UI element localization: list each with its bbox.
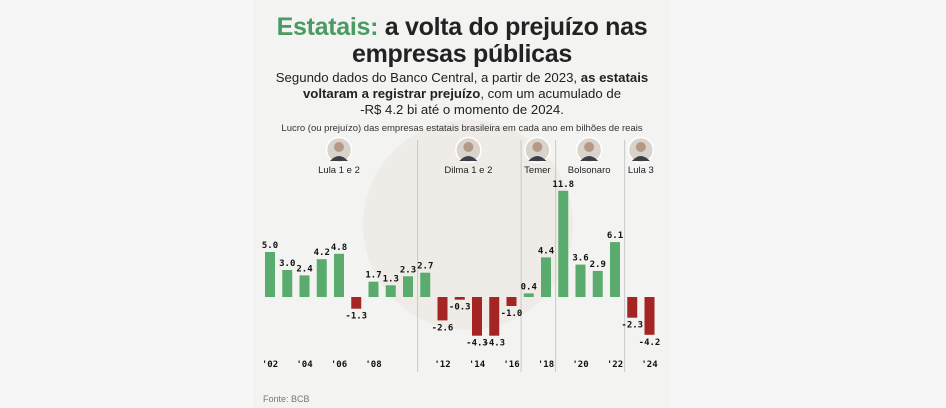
x-tick-label: '24 — [641, 360, 658, 370]
x-tick-label: '14 — [469, 360, 486, 370]
value-label-2004: 2.4 — [296, 264, 313, 274]
lula-portrait-icon-suit — [330, 156, 348, 161]
page-title: Estatais: a volta do prejuízo nas — [253, 14, 671, 41]
x-tick-label: '22 — [607, 360, 623, 370]
bar-2002 — [265, 252, 275, 297]
era-label-0: Lula 1 e 2 — [318, 165, 360, 176]
bar-2017 — [523, 293, 534, 297]
chart-caption: Lucro (ou prejuízo) das empresas estatai… — [281, 123, 643, 134]
bar-2018 — [541, 257, 551, 297]
x-tick-label: '02 — [262, 360, 278, 370]
lula-portrait-icon-face — [635, 142, 646, 152]
value-label-2024: -4.2 — [639, 338, 661, 348]
x-tick-label: '12 — [434, 360, 450, 370]
bar-2004 — [299, 275, 310, 297]
bar-2014 — [472, 297, 482, 336]
dilma-portrait-icon-suit — [459, 156, 478, 161]
value-label-2010: 2.3 — [400, 265, 416, 275]
bolsonaro-portrait-icon-suit — [580, 156, 599, 161]
bar-2010 — [403, 276, 413, 297]
bar-2007 — [351, 297, 362, 309]
bar-2011 — [420, 272, 431, 297]
bar-2005 — [316, 259, 327, 297]
bolsonaro-portrait-icon-face — [584, 142, 595, 152]
value-label-2008: 1.7 — [365, 271, 381, 281]
lula-portrait-icon-suit — [631, 156, 650, 161]
x-tick-label: '04 — [296, 360, 313, 370]
infographic-card: Estatais: a volta do prejuízo nas empres… — [253, 0, 671, 408]
x-tick-label: '18 — [538, 360, 554, 370]
value-label-2003: 3.0 — [279, 259, 295, 269]
value-label-2023: -2.3 — [621, 321, 643, 331]
era-label-2: Temer — [524, 165, 550, 176]
value-label-2019: 11.8 — [552, 180, 574, 190]
value-label-2016: -1.0 — [501, 309, 523, 319]
value-label-2009: 1.3 — [383, 274, 399, 284]
bar-2015 — [489, 297, 500, 336]
value-label-2014: -4.3 — [466, 339, 488, 349]
lula-portrait-icon-face — [334, 142, 344, 152]
value-label-2015: -4.3 — [483, 339, 505, 349]
left-margin — [0, 0, 253, 408]
value-label-2018: 4.4 — [538, 246, 555, 256]
bar-2022 — [610, 242, 620, 297]
temer-portrait-icon-suit — [528, 156, 547, 161]
title-highlight: Estatais: — [276, 13, 379, 41]
subtitle-text: Segundo dados do Banco Central, a partir… — [275, 70, 581, 85]
value-label-2021: 2.9 — [590, 260, 606, 270]
bar-2019 — [558, 190, 569, 297]
subtitle-bold: as estatais — [580, 70, 649, 85]
value-label-2020: 3.6 — [572, 254, 588, 264]
value-label-2022: 6.1 — [607, 231, 623, 241]
temer-portrait-icon-face — [532, 142, 543, 152]
bar-2021 — [592, 270, 603, 297]
bar-2013 — [454, 297, 465, 300]
x-tick-label: '20 — [572, 360, 588, 370]
right-margin — [671, 0, 946, 408]
bar-chart: Lula 1 e 2 Dilma 1 e 2 Temer Bolsonaro Lula … — [262, 136, 661, 372]
x-tick-label: '16 — [503, 360, 519, 370]
era-label-1: Dilma 1 e 2 — [444, 165, 492, 176]
value-label-2005: 4.2 — [314, 248, 330, 258]
subtitle-line1: Segundo dados do Banco Central, a partir… — [253, 70, 671, 86]
bar-2012 — [437, 297, 448, 321]
bar-2024 — [644, 297, 655, 335]
subtitle-bold: voltaram a registrar prejuízo — [302, 86, 481, 101]
value-label-2012: -2.6 — [432, 323, 454, 333]
bar-2006 — [334, 253, 344, 297]
subtitle-text: , com um acumulado de — [480, 86, 622, 101]
bar-2023 — [627, 297, 638, 318]
x-tick-label: '06 — [331, 360, 347, 370]
title-rest: a volta do prejuízo nas — [378, 13, 648, 41]
bar-2008 — [368, 281, 379, 297]
value-label-2017: 0.4 — [521, 282, 538, 292]
bar-2016 — [506, 297, 517, 306]
dilma-portrait-icon-face — [463, 142, 474, 152]
value-label-2013: -0.3 — [449, 303, 471, 313]
subtitle-line2: voltaram a registrar prejuízo, com um ac… — [253, 86, 671, 102]
bar-2009 — [385, 285, 396, 297]
subtitle-line3: -R$ 4.2 bi até o momento de 2024. — [360, 102, 564, 117]
x-tick-label: '08 — [365, 360, 381, 370]
value-label-2011: 2.7 — [417, 262, 433, 272]
era-label-3: Bolsonaro — [568, 165, 611, 176]
value-label-2002: 5.0 — [262, 241, 278, 251]
era-label-4: Lula 3 — [628, 165, 654, 176]
value-label-2007: -1.3 — [345, 312, 367, 322]
bar-2003 — [282, 270, 293, 297]
value-label-2006: 4.8 — [331, 243, 347, 253]
bar-2020 — [575, 264, 586, 297]
source-note: Fonte: BCB — [263, 394, 310, 404]
page-title-line2: empresas públicas — [351, 40, 572, 68]
